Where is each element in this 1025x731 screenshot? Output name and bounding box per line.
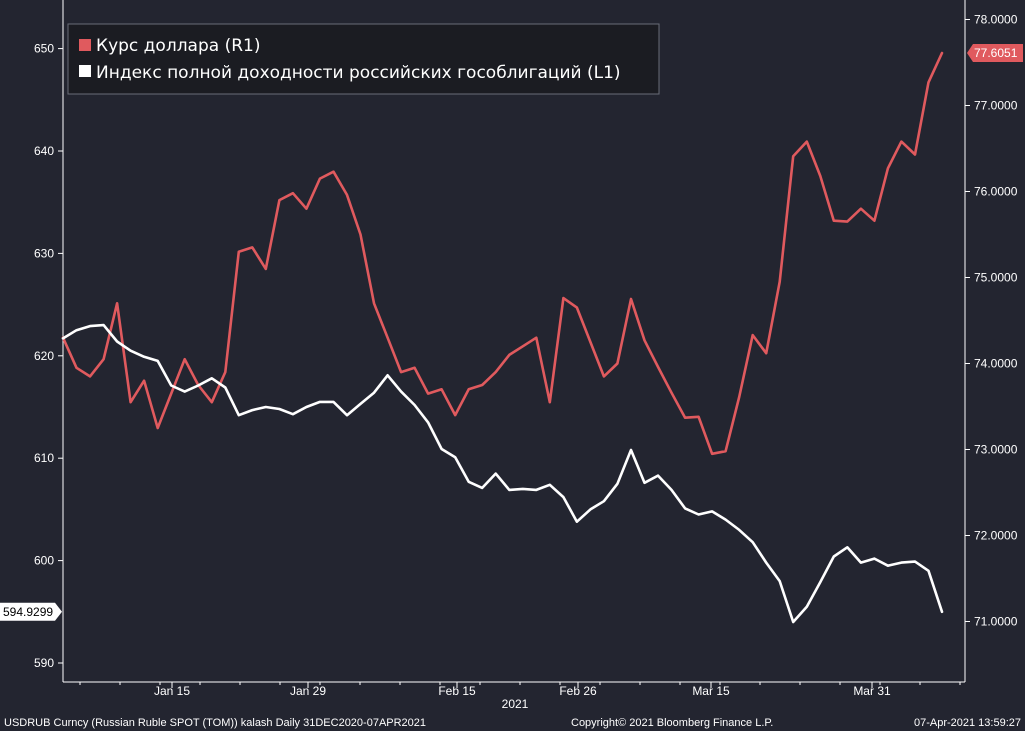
legend: Курс доллара (R1) Индекс полной доходнос… — [67, 23, 660, 95]
left-axis-tick-label: 600 — [34, 554, 54, 568]
right-axis-tick-label: 75.0000 — [974, 271, 1018, 285]
legend-swatch-usdrub — [79, 39, 91, 51]
labels-layer: 590 600 610 620 630 640 650 71.0000 72.0000 73.00… — [0, 13, 1023, 698]
left-axis-tick-label: 620 — [34, 349, 54, 363]
left-axis-tick-label: 630 — [34, 246, 54, 260]
right-axis-tick-label: 72.0000 — [974, 529, 1018, 543]
axes-layer — [58, 0, 970, 688]
x-axis-tick-label: Jan 29 — [290, 684, 326, 698]
last-value-tag-usdrub: 77.6051 — [967, 44, 1023, 63]
left-axis-tick-label: 610 — [34, 451, 54, 465]
right-axis-tick-label: 78.0000 — [974, 13, 1018, 27]
right-axis-tick-label: 73.0000 — [974, 443, 1018, 457]
right-axis-tick-label: 76.0000 — [974, 185, 1018, 199]
series-line-bond-index — [61, 323, 944, 624]
x-axis-tick-label: Feb 26 — [559, 684, 597, 698]
x-axis-tick-label: Mar 31 — [853, 684, 891, 698]
x-axis-tick-label: Mar 15 — [692, 684, 730, 698]
series-line-usdrub — [61, 51, 944, 456]
left-axis-tick-label: 650 — [34, 42, 54, 56]
left-axis-tick-label: 590 — [34, 656, 54, 670]
right-axis-tick-label: 71.0000 — [974, 615, 1018, 629]
legend-swatch-bond-index — [79, 65, 91, 77]
footer-right: 07-Apr-2021 13:59:27 — [914, 717, 1021, 729]
footer-left: USDRUB Curncy (Russian Ruble SPOT (TOM))… — [4, 717, 426, 729]
right-axis-tick-label: 74.0000 — [974, 357, 1018, 371]
left-axis-tick-label: 640 — [34, 144, 54, 158]
legend-label-bond-index: Индекс полной доходности российских госо… — [96, 63, 621, 83]
x-axis-tick-label: Feb 15 — [438, 684, 476, 698]
right-axis-tick-label: 77.0000 — [974, 99, 1018, 113]
legend-box — [67, 23, 660, 95]
footer-center: Copyright© 2021 Bloomberg Finance L.P. — [571, 717, 773, 729]
series-layer — [61, 51, 944, 624]
last-value-tag-bond-index: 594.9299 — [0, 602, 62, 621]
last-value-label-usdrub: 77.6051 — [974, 46, 1018, 60]
x-axis-tick-label: Jan 15 — [154, 684, 190, 698]
legend-label-usdrub: Курс доллара (R1) — [96, 36, 260, 56]
last-value-label-bond-index: 594.9299 — [3, 605, 53, 619]
last-value-tag-bond-index-bg — [0, 602, 62, 621]
last-value-tag-usdrub-bg — [967, 44, 1023, 63]
x-axis-year-label: 2021 — [502, 697, 529, 711]
